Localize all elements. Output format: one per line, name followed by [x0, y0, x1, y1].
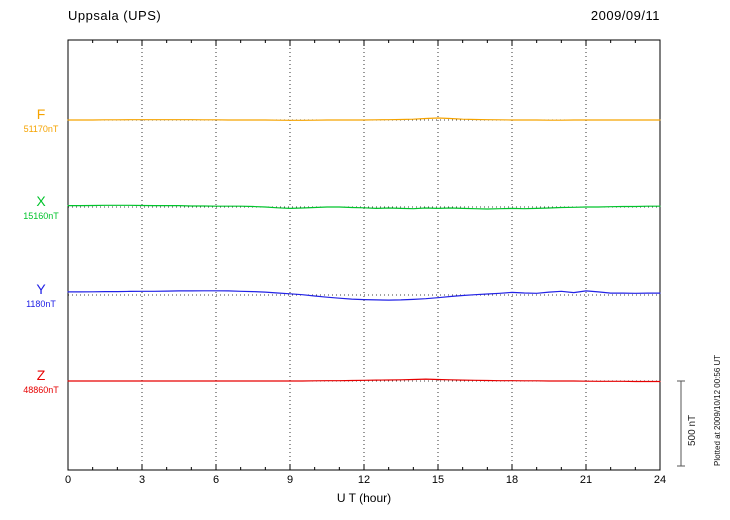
channel-baseline-value: 15160nT	[23, 211, 59, 221]
x-tick-label: 24	[653, 474, 667, 486]
x-axis-title: U T (hour)	[336, 491, 392, 505]
date-label: 2009/09/11	[590, 8, 660, 23]
station-title: Uppsala (UPS)	[68, 8, 162, 23]
channel-label-F: F 51170nT	[12, 107, 70, 134]
channel-label-Z: Z 48860nT	[12, 368, 70, 395]
channel-label-Y: Y 1180nT	[12, 282, 70, 309]
x-tick-label: 6	[212, 474, 220, 486]
x-tick-label: 3	[138, 474, 146, 486]
channel-name: Y	[36, 281, 46, 297]
channel-baseline-value: 48860nT	[23, 385, 59, 395]
channel-baseline-value: 1180nT	[26, 299, 56, 309]
plotted-at-note: Plotted at 2009/10/12 00:56 UT	[713, 354, 722, 466]
channel-baseline-value: 51170nT	[23, 124, 59, 134]
x-tick-label: 9	[286, 474, 294, 486]
x-tick-label: 18	[505, 474, 519, 486]
channel-name: X	[36, 193, 46, 209]
channel-name: Z	[36, 367, 46, 383]
x-tick-label: 0	[64, 474, 72, 486]
channel-name: F	[36, 106, 46, 122]
x-tick-label: 15	[431, 474, 445, 486]
scale-bar-label: 500 nT	[687, 414, 698, 446]
channel-label-X: X 15160nT	[12, 194, 70, 221]
x-tick-label: 12	[357, 474, 371, 486]
x-tick-label: 21	[579, 474, 593, 486]
